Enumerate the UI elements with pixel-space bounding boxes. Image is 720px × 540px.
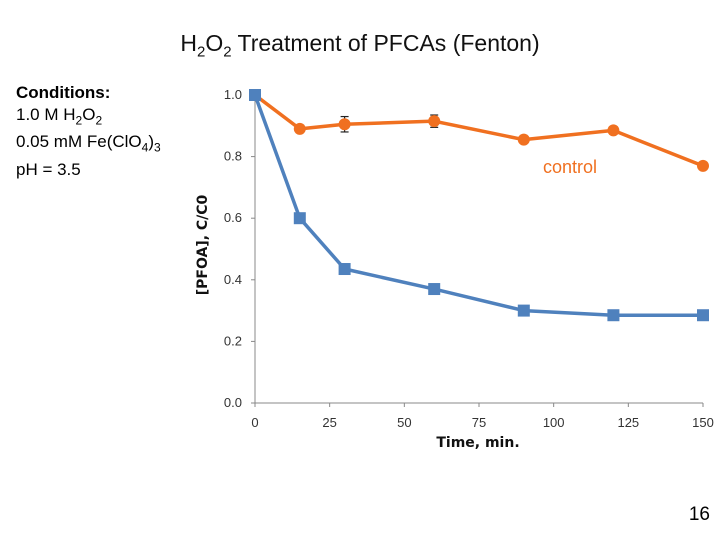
- condition-ph: pH = 3.5: [16, 159, 81, 179]
- treatment-data-point: [517, 304, 530, 317]
- x-tick-label: 25: [322, 415, 336, 430]
- control-series-line: [253, 93, 704, 168]
- x-tick-label: 100: [543, 415, 565, 430]
- treatment-data-point: [338, 263, 351, 276]
- y-tick-label: 0.4: [224, 272, 242, 287]
- condition-h2o2: 1.0 M H2O2: [16, 105, 103, 128]
- control-data-point: [697, 159, 709, 172]
- x-tick-label: 150: [692, 415, 714, 430]
- treatment-data-point: [428, 283, 441, 296]
- y-tick-label: 0.6: [224, 210, 242, 225]
- x-axis-label: Time, min.: [436, 435, 519, 451]
- slide-title: H2O2 Treatment of PFCAs (Fenton): [180, 30, 540, 61]
- control-data-point: [607, 124, 620, 137]
- y-axis-label: [PFOA], C/C0: [195, 194, 211, 295]
- control-series-label: control: [543, 157, 597, 177]
- chart-axes: 0.0 0.2 0.4 0.6 0.8 1.0 0 25 50 75 100 125 150: [224, 87, 714, 430]
- conditions-heading: Conditions:: [16, 83, 111, 102]
- x-tick-label: 50: [397, 415, 411, 430]
- y-tick-label: 0.2: [224, 333, 242, 348]
- x-tick-label: 75: [472, 415, 486, 430]
- treatment-data-point: [607, 309, 620, 322]
- control-data-point: [338, 118, 351, 131]
- treatment-data-point: [249, 89, 261, 101]
- conditions-box: Conditions: 1.0 M H2O2 0.05 mM Fe(ClO4)3…: [16, 82, 161, 181]
- control-data-point: [517, 133, 530, 146]
- y-tick-label: 0.0: [224, 395, 242, 410]
- condition-iron: 0.05 mM Fe(ClO4)3: [16, 132, 161, 155]
- x-tick-label: 0: [251, 415, 258, 430]
- x-tick-label: 125: [617, 415, 639, 430]
- treatment-data-point: [697, 309, 709, 322]
- control-data-point: [428, 115, 441, 128]
- page-number: 16: [688, 504, 710, 525]
- chart-series: [249, 89, 709, 322]
- y-tick-label: 1.0: [224, 87, 242, 102]
- y-tick-label: 0.8: [224, 149, 242, 164]
- control-data-point: [293, 122, 306, 135]
- treatment-data-point: [293, 212, 306, 225]
